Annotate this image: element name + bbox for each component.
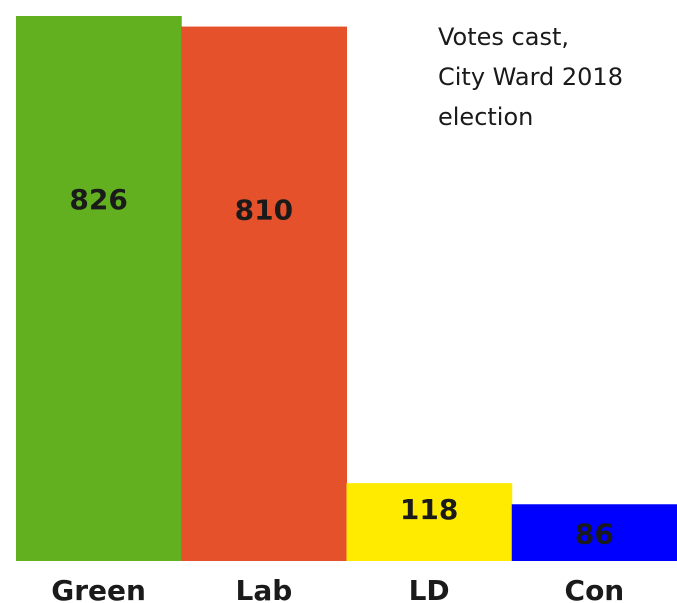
bar-green <box>16 16 182 561</box>
category-label-ld: LD <box>409 574 450 603</box>
title-line-2: City Ward 2018 <box>438 63 623 91</box>
category-label-con: Con <box>565 574 625 603</box>
title-line-1: Votes cast, <box>438 23 569 51</box>
title-line-3: election <box>438 103 533 131</box>
value-labels-layer: 826 810 118 86 <box>69 183 613 550</box>
value-label-con: 86 <box>575 517 614 550</box>
category-label-green: Green <box>51 574 146 603</box>
bar-con <box>511 504 677 561</box>
category-labels-layer: Green Lab LD Con <box>51 574 624 603</box>
value-label-ld: 118 <box>400 493 458 526</box>
chart-title: Votes cast, City Ward 2018 election <box>438 23 623 131</box>
value-label-lab: 810 <box>235 194 293 227</box>
category-label-lab: Lab <box>235 574 292 603</box>
bar-lab <box>181 26 347 562</box>
bars-layer <box>16 16 677 562</box>
bar-ld <box>346 483 513 561</box>
value-label-green: 826 <box>69 183 127 216</box>
